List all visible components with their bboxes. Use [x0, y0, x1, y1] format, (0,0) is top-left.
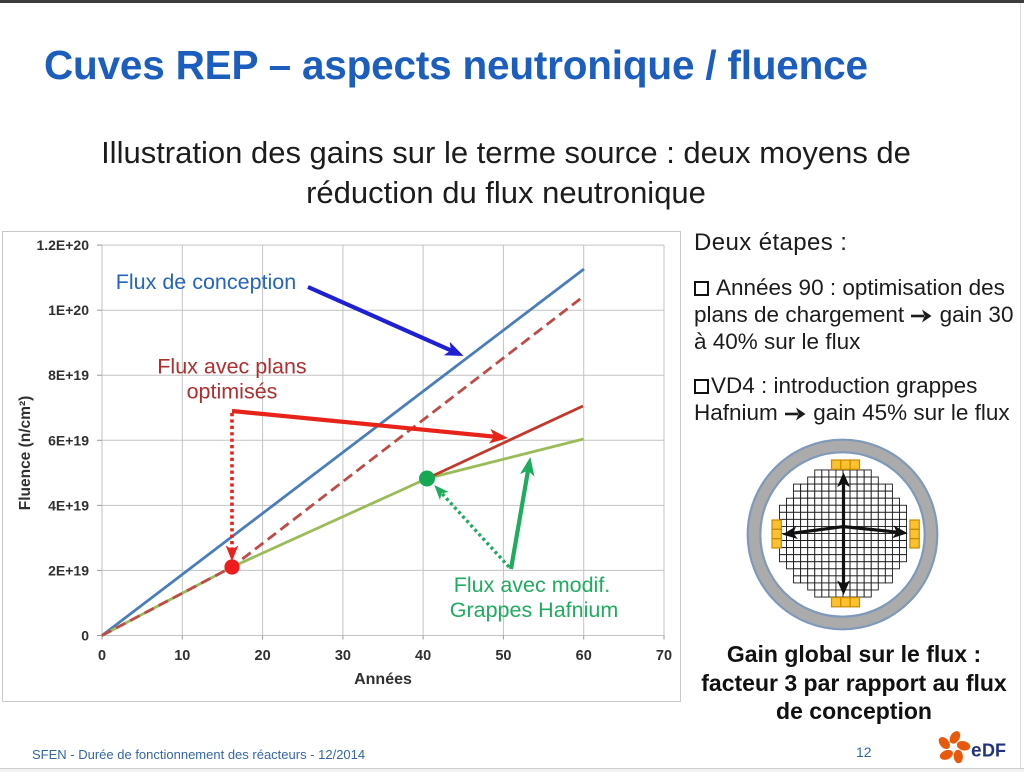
- svg-text:DF: DF: [982, 741, 1006, 761]
- svg-text:40: 40: [415, 648, 431, 664]
- svg-text:2E+19: 2E+19: [48, 562, 89, 578]
- svg-text:Fluence (n/cm²): Fluence (n/cm²): [17, 396, 34, 511]
- svg-text:optimisés: optimisés: [187, 380, 278, 404]
- svg-text:4E+19: 4E+19: [48, 497, 89, 513]
- svg-text:60: 60: [576, 648, 592, 664]
- svg-text:0: 0: [98, 648, 106, 664]
- svg-text:50: 50: [495, 648, 511, 664]
- svg-text:Grappes Hafnium: Grappes Hafnium: [450, 598, 619, 622]
- svg-text:10: 10: [174, 648, 190, 664]
- svg-text:0: 0: [81, 628, 89, 644]
- svg-text:1E+20: 1E+20: [48, 302, 89, 318]
- svg-text:30: 30: [335, 648, 351, 664]
- svg-text:Flux avec modif.: Flux avec modif.: [454, 573, 611, 597]
- svg-text:6E+19: 6E+19: [48, 432, 89, 448]
- svg-text:8E+19: 8E+19: [48, 367, 89, 383]
- svg-text:Flux avec plans: Flux avec plans: [157, 355, 306, 379]
- svg-text:e: e: [971, 741, 982, 762]
- svg-text:1.2E+20: 1.2E+20: [36, 237, 89, 253]
- svg-text:Flux de conception: Flux de conception: [116, 270, 296, 294]
- svg-text:20: 20: [255, 648, 271, 664]
- svg-text:Années: Années: [354, 671, 412, 688]
- svg-text:70: 70: [656, 648, 672, 664]
